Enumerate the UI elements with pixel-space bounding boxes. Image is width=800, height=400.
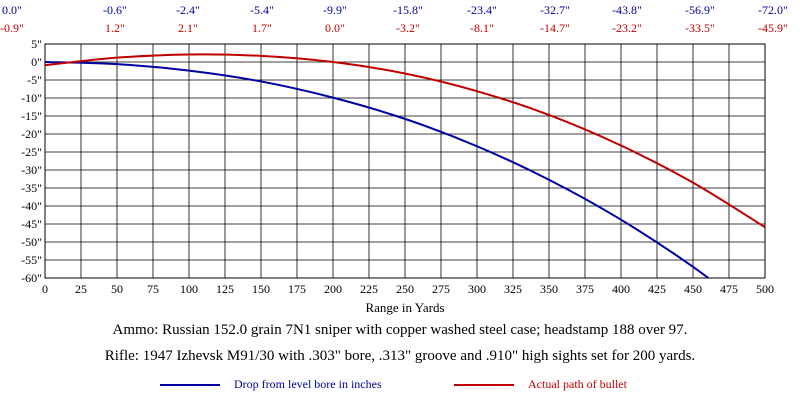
x-tick-label: 275 [432,282,450,296]
y-tick-label: -30" [21,163,42,177]
top-label-path: 2.1" [178,21,198,35]
x-tick-label: 50 [111,282,123,296]
top-label-path: -23.2" [612,21,642,35]
top-label-path: 1.2" [105,21,125,35]
x-tick-label: 300 [468,282,486,296]
top-label-path: -45.9" [758,21,788,35]
legend-item-drop: Drop from level bore in inches [160,377,382,393]
y-tick-label: 5" [31,37,42,51]
top-label-drop: -56.9" [685,3,715,17]
top-label-path: 0.0" [325,21,345,35]
y-tick-label: -45" [21,217,42,231]
top-label-drop: -72.0" [758,3,788,17]
y-tick-label: -5" [27,73,42,87]
x-tick-label: 475 [720,282,738,296]
ammo-caption: Ammo: Russian 152.0 grain 7N1 sniper wit… [112,322,688,338]
x-tick-label: 150 [252,282,270,296]
top-label-path: -14.7" [540,21,570,35]
y-tick-label: -35" [21,181,42,195]
x-tick-label: 500 [756,282,774,296]
y-tick-label: -60" [21,271,42,285]
y-tick-label: -10" [21,91,42,105]
x-tick-label: 75 [147,282,159,296]
x-tick-label: 250 [396,282,414,296]
y-tick-label: -20" [21,127,42,141]
top-label-drop: -5.4" [250,3,274,17]
legend-swatch-path [454,384,514,387]
x-axis-title: Range in Yards [365,300,444,315]
x-tick-label: 25 [75,282,87,296]
top-label-drop: -15.8" [393,3,423,17]
x-tick-label: 100 [180,282,198,296]
y-axis-ticks: 5" 0" -5" -10" -15" -20" -25" -30" -35" -40" -45" -… [21,37,42,285]
x-tick-label: 350 [540,282,558,296]
top-label-drop: -2.4" [176,3,200,17]
top-value-labels: 0.0" -0.6" -2.4" -5.4" -9.9" -15.8" -23.4" -32.… [0,3,788,35]
x-tick-label: 0 [42,282,48,296]
x-tick-label: 200 [324,282,342,296]
legend-item-path: Actual path of bullet [454,377,627,393]
rifle-caption: Rifle: 1947 Izhevsk M91/30 with .303" bo… [104,348,696,364]
top-label-path: -8.1" [470,21,494,35]
y-tick-label: -15" [21,109,42,123]
x-tick-label: 175 [288,282,306,296]
top-label-path: 1.7" [252,21,272,35]
top-label-path: -3.2" [396,21,420,35]
x-tick-label: 375 [576,282,594,296]
y-tick-label: -50" [21,235,42,249]
top-label-drop: -0.6" [103,3,127,17]
legend-label-path: Actual path of bullet [528,377,627,391]
x-tick-label: 400 [612,282,630,296]
x-tick-label: 325 [504,282,522,296]
top-label-drop: -32.7" [540,3,570,17]
series-line-path [45,53,765,229]
top-label-path: -33.5" [685,21,715,35]
top-label-drop: -23.4" [467,3,497,17]
y-tick-label: -40" [21,199,42,213]
top-label-drop: -43.8" [612,3,642,17]
x-tick-label: 450 [684,282,702,296]
y-tick-label: 0" [31,55,42,69]
series-line-drop [45,61,711,278]
x-tick-label: 425 [648,282,666,296]
chart-grid [44,43,766,279]
x-tick-label: 125 [216,282,234,296]
legend-swatch-drop [160,384,220,387]
y-tick-label: -55" [21,253,42,267]
top-label-drop: -9.9" [323,3,347,17]
x-axis-ticks: 0 25 50 75 100 125 150 175 200 225 250 275 300 325 350… [42,282,774,296]
top-label-path: -0.9" [0,21,24,35]
x-tick-label: 225 [360,282,378,296]
legend-label-drop: Drop from level bore in inches [234,377,382,391]
chart-series [45,53,765,278]
y-tick-label: -25" [21,145,42,159]
top-label-drop: 0.0" [2,3,22,17]
